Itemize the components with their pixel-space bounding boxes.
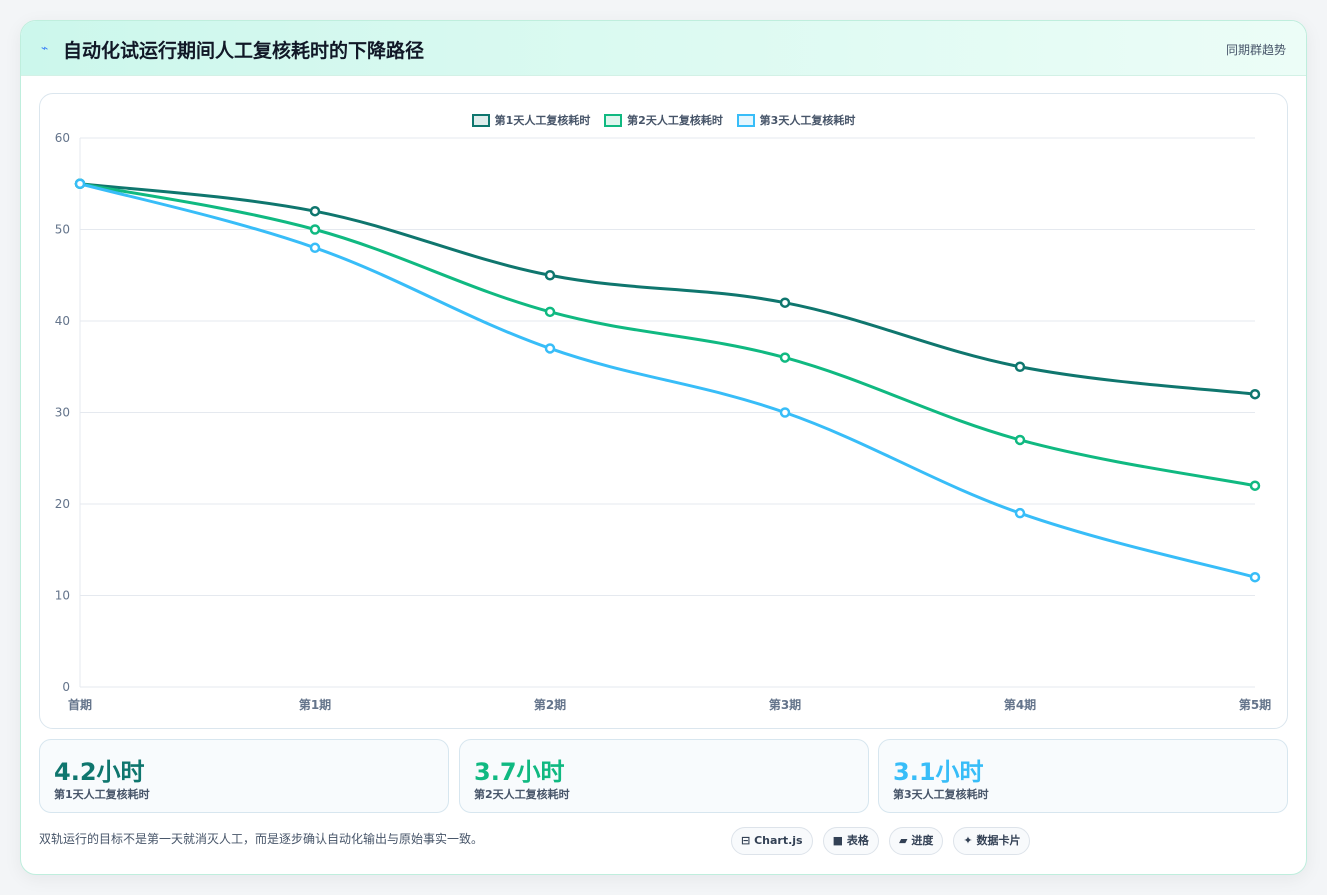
x-tick-label: 第1期 [299, 697, 331, 712]
chart-legend: 第1天人工复核耗时 第2天人工复核耗时 第3天人工复核耗时 [40, 112, 1287, 128]
y-tick-label: 0 [62, 680, 70, 694]
data-point-series-3 [74, 178, 86, 189]
table-icon: ■ [832, 834, 844, 847]
x-tick-label: 第3期 [769, 697, 801, 712]
kpi-value: 4.2小时 [54, 758, 145, 786]
data-point-series-1 [1249, 388, 1261, 400]
x-tick-label: 第2期 [534, 697, 566, 712]
legend-label: 第3天人工复核耗时 [759, 114, 856, 127]
chip-label: 表格 [846, 834, 869, 847]
x-tick-label: 第5期 [1239, 697, 1271, 712]
legend-item-series-1[interactable]: 第1天人工复核耗时 [471, 112, 591, 128]
data-point-series-2 [309, 224, 321, 235]
kpi-label: 第1天人工复核耗时 [54, 788, 150, 801]
kpi-label: 第2天人工复核耗时 [474, 788, 570, 801]
data-point-series-2 [544, 306, 556, 318]
legend-label: 第1天人工复核耗时 [494, 114, 591, 127]
data-point-series-3 [779, 407, 791, 418]
tech-chips: ⊟ Chart.js ■ 表格 ▰ 进度 ✦ 数据卡片 [731, 827, 1035, 855]
legend-item-series-3[interactable]: 第3天人工复核耗时 [736, 112, 856, 128]
kpi-card-3: 3.1小时 第3天人工复核耗时 [878, 739, 1288, 813]
legend-swatch [736, 113, 755, 127]
data-point-series-1 [544, 270, 556, 281]
chip-table[interactable]: ■ 表格 [822, 827, 879, 855]
data-point-series-3 [309, 242, 321, 254]
data-point-series-1 [1014, 361, 1026, 372]
chart-area: 第1天人工复核耗时 第2天人工复核耗时 第3天人工复核耗时 0 10 20 30 40 5… [39, 93, 1288, 729]
sparkle-icon: ✦ [963, 834, 973, 847]
series-line-3 [78, 182, 1257, 579]
legend-item-series-2[interactable]: 第2天人工复核耗时 [604, 112, 723, 128]
data-point-series-3 [1014, 507, 1026, 519]
kpi-value: 3.7小时 [474, 758, 565, 786]
y-tick-label: 40 [55, 314, 70, 328]
series-line-2 [78, 182, 1257, 488]
data-point-series-1 [779, 297, 791, 308]
y-tick-label: 20 [55, 497, 70, 511]
series-line-1 [78, 182, 1257, 396]
x-tick-label: 第4期 [1004, 697, 1036, 712]
y-tick-label: 10 [55, 589, 70, 603]
kpi-card-1: 4.2小时 第1天人工复核耗时 [39, 739, 449, 813]
legend-swatch [604, 113, 623, 127]
y-tick-label: 60 [55, 131, 70, 145]
chip-label: 数据卡片 [976, 834, 1021, 847]
chip-label: Chart.js [754, 834, 803, 847]
kpi-card-2: 3.7小时 第2天人工复核耗时 [459, 739, 869, 813]
chip-chartjs[interactable]: ⊟ Chart.js [731, 827, 813, 855]
kpi-value: 3.1小时 [893, 758, 984, 786]
footnote: 双轨运行的目标不是第一天就消灭人工，而是逐步确认自动化输出与原始事实一致。 [39, 832, 484, 846]
y-tick-label: 30 [55, 406, 70, 420]
line-chart: 0 10 20 30 40 50 60 首期 第1期 第2期 第3期 第4期 第5期 [55, 131, 1271, 712]
chart-icon: ⊟ [741, 834, 751, 847]
chip-progress[interactable]: ▰ 进度 [889, 827, 944, 855]
chart-card: ⌁ 自动化试运行期间人工复核耗时的下降路径 同期群趋势 第1天人工复核耗时 第2… [20, 20, 1307, 875]
lightning-icon: ⌁ [41, 41, 49, 55]
data-point-series-2 [1249, 480, 1261, 491]
data-point-series-2 [1014, 434, 1026, 446]
x-tick-label: 首期 [68, 697, 92, 712]
kpi-label: 第3天人工复核耗时 [893, 788, 989, 801]
data-point-series-3 [1249, 571, 1261, 583]
legend-swatch [471, 113, 490, 127]
legend-label: 第2天人工复核耗时 [627, 114, 723, 127]
data-point-series-3 [544, 343, 556, 354]
card-header: ⌁ 自动化试运行期间人工复核耗时的下降路径 同期群趋势 [21, 21, 1306, 76]
data-point-series-1 [309, 205, 321, 217]
progress-icon: ▰ [899, 834, 908, 847]
y-tick-label: 50 [55, 223, 70, 237]
data-point-series-2 [779, 352, 791, 363]
cohort-trend-tag: 同期群趋势 [1225, 43, 1286, 57]
chip-data-cards[interactable]: ✦ 数据卡片 [953, 827, 1031, 855]
chip-label: 进度 [911, 834, 934, 847]
chart-title: 自动化试运行期间人工复核耗时的下降路径 [63, 40, 425, 62]
